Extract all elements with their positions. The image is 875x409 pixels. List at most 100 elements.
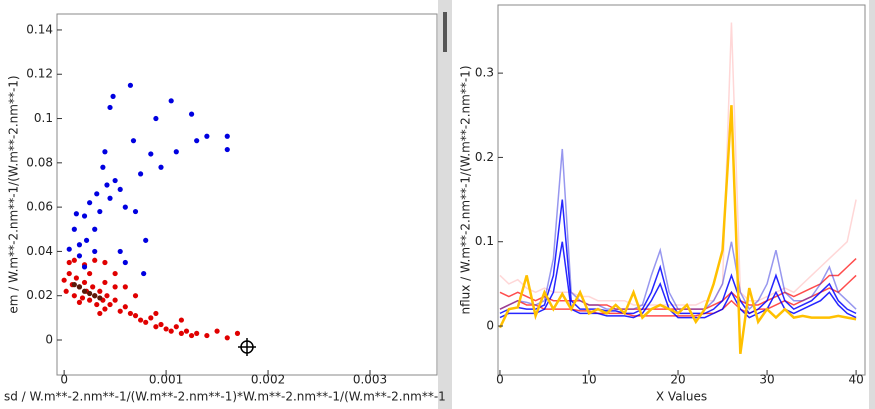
y-tick-label: 0.12 [26,67,53,81]
x-axis-label: X Values [656,390,707,404]
point [132,208,139,215]
point [76,242,83,248]
point [83,237,90,243]
point [71,282,77,288]
point [97,310,103,317]
point [143,319,149,325]
point [92,257,98,263]
x-axis-label: sd / W.m**-2.nm**-1/(W.m**-2.nm**-1)*W.m… [4,390,446,404]
plot-area [497,4,866,376]
x-tick-label: 20 [670,373,685,387]
point [97,288,103,294]
spectrum-line [499,241,857,319]
spectrum-line [498,105,857,355]
point [92,293,98,299]
point [81,213,88,219]
point [61,277,67,283]
point [94,301,100,308]
point [76,299,83,305]
point [63,288,69,294]
point [130,138,137,144]
point [112,297,118,303]
y-tick-label: 0 [486,319,494,333]
point [107,301,113,308]
point [224,133,230,139]
point [107,104,113,111]
y-tick-label: 0.14 [26,22,53,36]
point [194,330,200,336]
cursor-marker [238,338,256,356]
point [224,335,230,341]
spectrum-line [499,274,857,317]
point [87,200,93,206]
point [102,306,108,312]
y-tick-label: 0 [45,333,53,347]
y-tick-label: 0.04 [26,244,53,258]
point [79,295,86,301]
point [188,111,195,117]
point [158,164,164,170]
point [97,295,103,301]
point [143,237,149,243]
point [117,308,123,314]
y-axis-label: em / W.m**-2.nm**-1/(W.m**-2.nm**-1) [7,75,21,313]
point [224,146,230,153]
point [97,208,103,215]
point [178,330,184,336]
point [107,195,113,201]
x-tick-label: 0 [496,373,504,387]
point [132,293,139,299]
point [100,164,106,170]
point [87,270,93,277]
point [168,98,174,104]
point [194,138,200,144]
right-edge [869,0,875,409]
y-tick-label: 0.02 [26,288,53,302]
point [112,270,118,277]
point [90,284,96,290]
point [153,324,159,330]
point [122,304,128,310]
point [102,149,108,155]
point [204,133,210,139]
point [138,317,144,323]
point [76,253,83,259]
y-tick-label: 0.08 [26,155,53,169]
point [204,332,210,339]
point [104,182,110,188]
point [173,149,179,155]
point [173,324,179,330]
y-axis-label: nflux / W.m**-2.nm**-1/(W.m**-2.nm**-1) [459,65,473,314]
y-tick-label: 0.06 [26,200,53,214]
point [110,93,116,99]
point [71,293,77,299]
point [214,328,220,334]
point [71,226,77,232]
x-tick-label: 10 [581,373,596,387]
point [153,115,159,122]
x-tick-label: 0 [60,373,68,387]
point [117,248,123,255]
point [141,270,147,277]
point [188,332,195,339]
point [117,186,123,193]
point [94,191,100,197]
y-tick-label: 0.2 [475,150,494,164]
plot-area [56,13,438,376]
point [71,257,77,263]
point [66,259,72,266]
splitter[interactable] [438,0,452,409]
point [168,328,174,334]
point [104,293,110,299]
point [66,246,72,252]
splitter-handle[interactable] [443,12,447,52]
point [132,313,139,319]
point [112,177,118,184]
point [148,315,154,321]
point [87,297,93,303]
point [148,151,154,157]
point [178,317,184,323]
point [122,284,128,290]
y-tick-label: 0.3 [475,66,494,80]
